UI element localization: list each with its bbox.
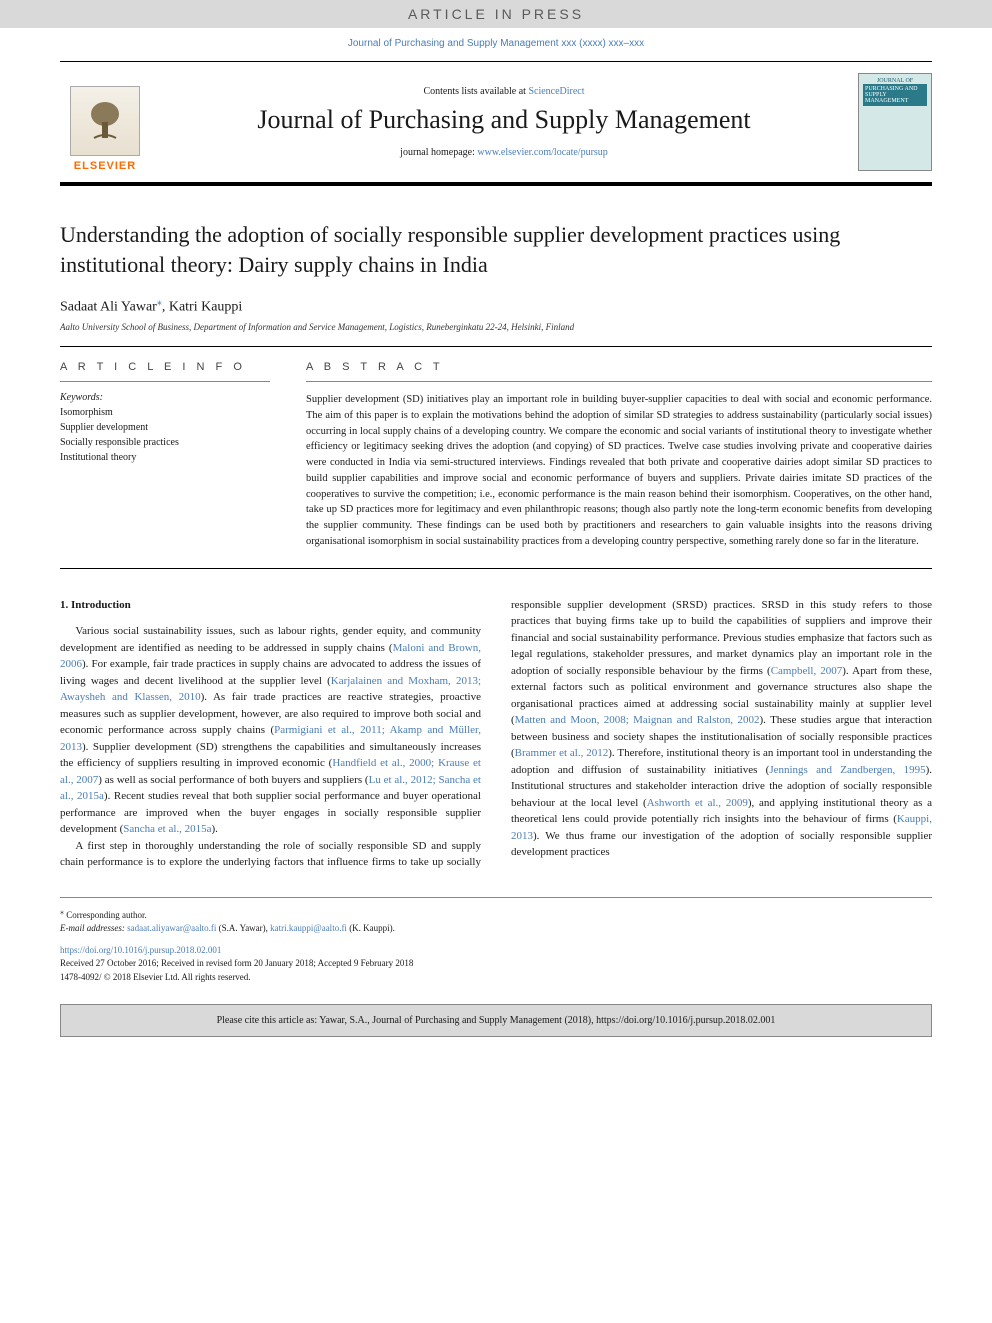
abstract-divider: [306, 381, 932, 382]
contents-prefix: Contents lists available at: [423, 86, 528, 97]
journal-title: Journal of Purchasing and Supply Managem…: [166, 105, 842, 135]
keyword: Socially responsible practices: [60, 435, 270, 450]
citation-box: Please cite this article as: Yawar, S.A.…: [60, 1004, 932, 1037]
contents-available: Contents lists available at ScienceDirec…: [166, 86, 842, 97]
citation[interactable]: Ashworth et al., 2009: [647, 797, 748, 809]
citation[interactable]: Brammer et al., 2012: [515, 747, 609, 759]
author-1: Sadaat Ali Yawar: [60, 300, 157, 315]
elsevier-logo: ELSEVIER: [60, 72, 150, 172]
cover-line2: PURCHASING AND SUPPLY MANAGEMENT: [863, 84, 927, 106]
citation[interactable]: Jennings and Zandbergen, 1995: [769, 764, 925, 776]
keyword: Supplier development: [60, 420, 270, 435]
footnotes: ⁎ Corresponding author. E-mail addresses…: [60, 897, 932, 985]
info-divider: [60, 381, 270, 382]
email-label: E-mail addresses:: [60, 923, 127, 933]
email-addresses: E-mail addresses: sadaat.aliyawar@aalto.…: [60, 922, 932, 936]
article-title: Understanding the adoption of socially r…: [60, 220, 932, 279]
abstract-text: Supplier development (SD) initiatives pl…: [306, 392, 932, 550]
keyword: Institutional theory: [60, 450, 270, 465]
abstract-label: A B S T R A C T: [306, 361, 932, 373]
copyright: 1478-4092/ © 2018 Elsevier Ltd. All righ…: [60, 971, 932, 985]
citation[interactable]: Campbell, 2007: [771, 665, 843, 677]
citation[interactable]: Matten and Moon, 2008; Maignan and Ralst…: [515, 714, 760, 726]
keywords-label: Keywords:: [60, 392, 270, 403]
authors: Sadaat Ali Yawar⁎, Katri Kauppi: [60, 297, 932, 316]
citation[interactable]: Sancha et al., 2015a: [123, 823, 211, 835]
elsevier-tree-icon: [70, 86, 140, 156]
body-text: 1. Introduction Various social sustainab…: [60, 597, 932, 871]
paragraph: Various social sustainability issues, su…: [60, 623, 481, 838]
doi-link[interactable]: https://doi.org/10.1016/j.pursup.2018.02…: [60, 945, 221, 955]
article-info: A R T I C L E I N F O Keywords: Isomorph…: [60, 361, 270, 550]
homepage-link[interactable]: www.elsevier.com/locate/pursup: [477, 147, 607, 158]
divider: [60, 346, 932, 347]
article-history: Received 27 October 2016; Received in re…: [60, 957, 932, 971]
journal-header: ELSEVIER Contents lists available at Sci…: [60, 61, 932, 186]
affiliation: Aalto University School of Business, Dep…: [60, 322, 932, 332]
author-2: Katri Kauppi: [169, 300, 242, 315]
corresponding-author-note: ⁎ Corresponding author.: [60, 906, 932, 923]
email-link[interactable]: katri.kauppi@aalto.fi: [270, 923, 347, 933]
email-link[interactable]: sadaat.aliyawar@aalto.fi: [127, 923, 216, 933]
keyword: Isomorphism: [60, 405, 270, 420]
journal-cover-thumbnail: JOURNAL OF PURCHASING AND SUPPLY MANAGEM…: [858, 73, 932, 171]
journal-homepage: journal homepage: www.elsevier.com/locat…: [166, 147, 842, 158]
article-info-label: A R T I C L E I N F O: [60, 361, 270, 373]
article-in-press-banner: ARTICLE IN PRESS: [0, 0, 992, 28]
homepage-prefix: journal homepage:: [400, 147, 477, 158]
journal-reference: Journal of Purchasing and Supply Managem…: [60, 38, 932, 49]
author-sep: ,: [162, 300, 169, 315]
abstract: A B S T R A C T Supplier development (SD…: [306, 361, 932, 550]
sciencedirect-link[interactable]: ScienceDirect: [528, 86, 584, 97]
elsevier-wordmark: ELSEVIER: [74, 160, 136, 172]
doi: https://doi.org/10.1016/j.pursup.2018.02…: [60, 944, 932, 958]
section-heading: 1. Introduction: [60, 597, 481, 614]
